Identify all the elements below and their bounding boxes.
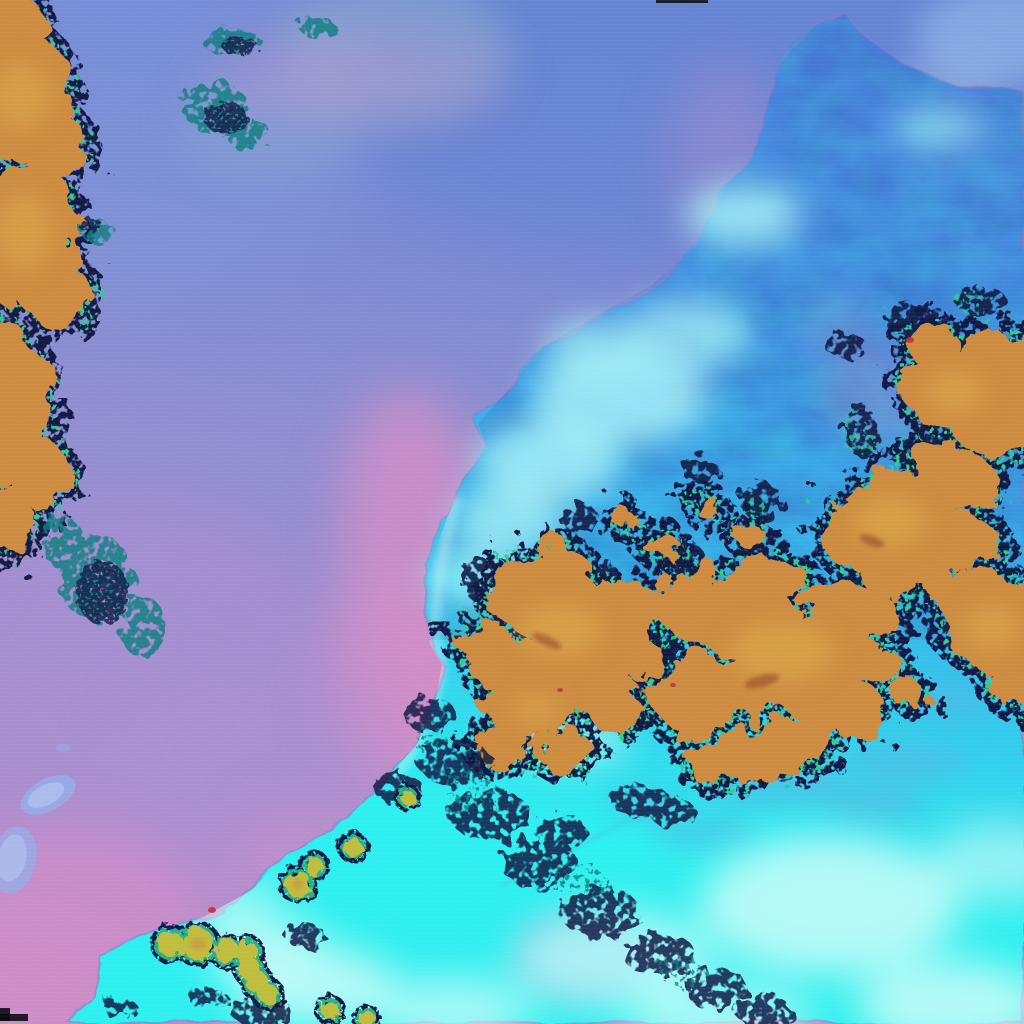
film-grain-overlay	[0, 0, 1024, 1024]
satellite-canvas	[0, 0, 1024, 1024]
satellite-image	[0, 0, 1024, 1024]
